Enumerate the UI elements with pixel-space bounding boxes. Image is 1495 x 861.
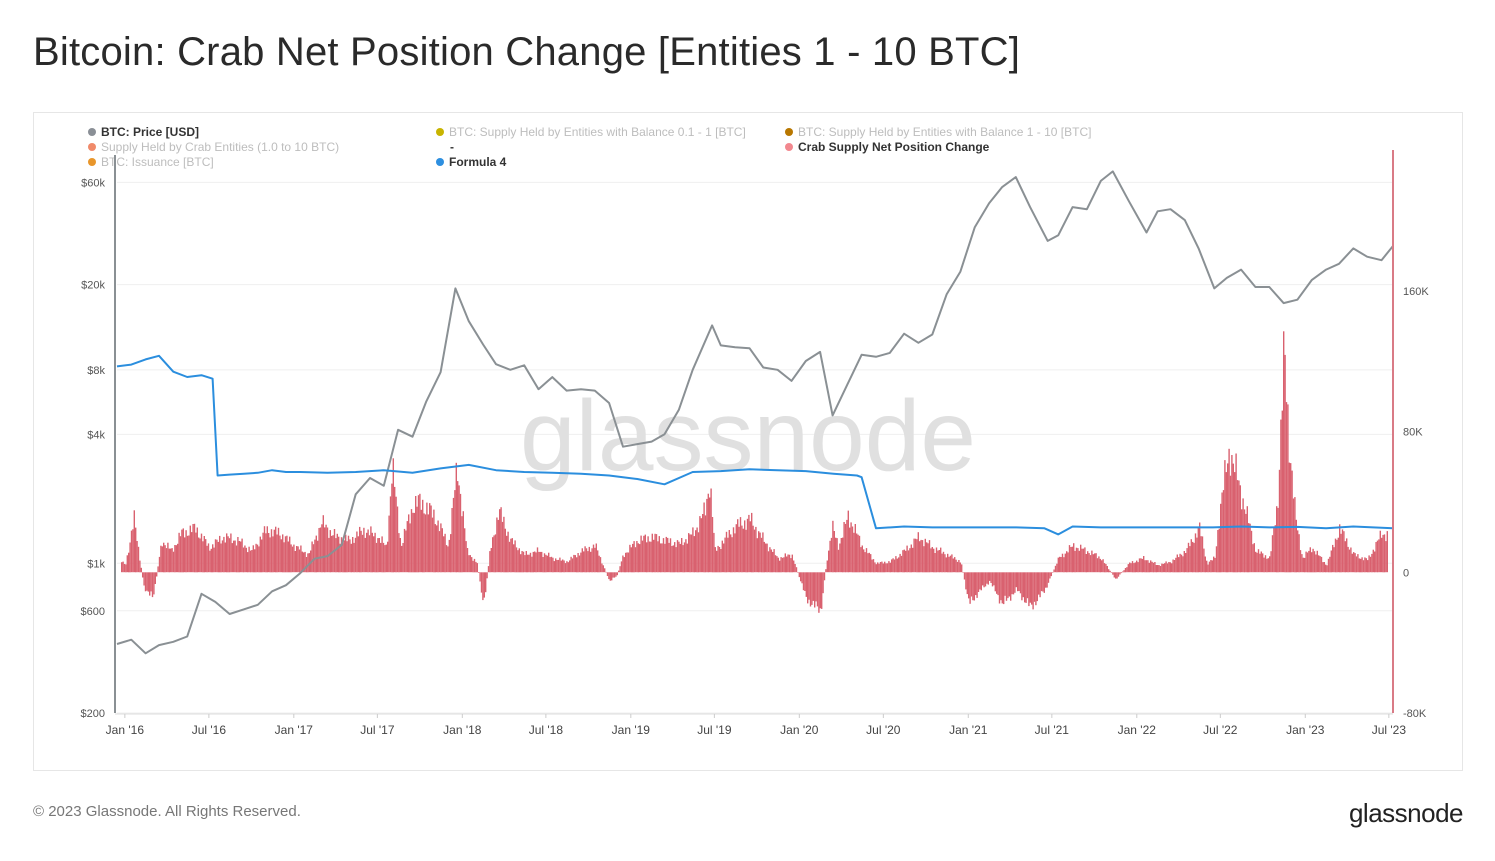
legend-label: BTC: Price [USD] [101, 125, 200, 139]
brand-logo: glassnode [1348, 798, 1464, 828]
legend-label: BTC: Supply Held by Entities with Balanc… [449, 125, 746, 139]
legend-item-crab-supply[interactable]: Supply Held by Crab Entities (1.0 to 10 … [88, 140, 339, 154]
legend-dot-icon [785, 128, 793, 136]
legend-label: Supply Held by Crab Entities (1.0 to 10 … [101, 140, 340, 154]
legend-item-dash: - [450, 140, 454, 154]
copyright-text: © 2023 Glassnode. All Rights Reserved. [33, 803, 301, 820]
legend-dot-icon [88, 143, 96, 151]
legend-dot-icon [436, 158, 444, 166]
legend-item-formula-4[interactable]: Formula 4 [436, 155, 506, 169]
legend-label: - [450, 140, 454, 154]
legend-label: BTC: Supply Held by Entities with Balanc… [798, 125, 1092, 139]
legend-label: Formula 4 [449, 155, 507, 169]
legend-item-issuance[interactable]: BTC: Issuance [BTC] [88, 155, 214, 169]
chart-legend: BTC: Price [USD] BTC: Supply Held by Ent… [88, 125, 1188, 173]
chart-frame [33, 112, 1463, 771]
legend-dot-icon [785, 143, 793, 151]
page-title: Bitcoin: Crab Net Position Change [Entit… [33, 30, 1021, 74]
legend-label: BTC: Issuance [BTC] [101, 155, 214, 169]
legend-dot-icon [436, 128, 444, 136]
legend-item-supply-0-1-1[interactable]: BTC: Supply Held by Entities with Balanc… [436, 125, 746, 139]
legend-item-crab-net-change[interactable]: Crab Supply Net Position Change [785, 140, 989, 154]
legend-dot-icon [88, 128, 96, 136]
legend-label: Crab Supply Net Position Change [798, 140, 990, 154]
legend-dot-icon [88, 158, 96, 166]
legend-item-supply-1-10[interactable]: BTC: Supply Held by Entities with Balanc… [785, 125, 1091, 139]
legend-item-btc-price[interactable]: BTC: Price [USD] [88, 125, 199, 139]
